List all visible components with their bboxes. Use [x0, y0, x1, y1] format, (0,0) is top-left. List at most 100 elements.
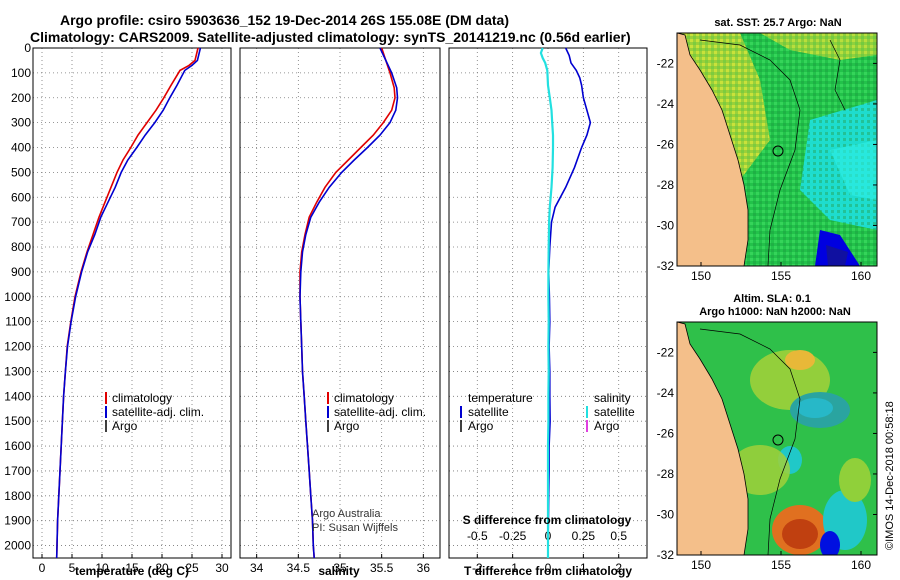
sla-map-frame [676, 321, 878, 556]
map-x-tick-label: 150 [691, 558, 711, 572]
x-tick-label: 25 [185, 561, 199, 575]
sla-map-title-1: Altim. SLA: 0.1 [733, 293, 811, 305]
depth-tick-labels: 0 100 200 300 400 500 600 700 800 900 1000 1100 1200… [4, 41, 31, 553]
map-x-tick-label: 155 [771, 558, 791, 572]
sla-map-tick-labels: 150 155 160 -22 -24 -26 -28 -30 -32 [657, 345, 877, 572]
depth-tick-label: 1200 [4, 340, 31, 354]
australia-land-sla [677, 322, 749, 555]
salinity-xlabel: salinity [318, 564, 360, 578]
x-tick-label: 30 [215, 561, 229, 575]
series-line-climatology [55, 47, 199, 559]
x-tick-label: 15 [125, 561, 139, 575]
s-difference-label: S difference from climatology [463, 513, 632, 527]
sst-map-tick-labels: 150 155 160 -22 -24 -26 -28 -30 -32 [657, 56, 877, 283]
map-y-tick-label: -32 [657, 548, 675, 562]
depth-tick-label: 2000 [4, 539, 31, 553]
legend-label-climatology-2: climatology [334, 391, 394, 405]
legend-label-satellite-adj: satellite-adj. clim. [112, 405, 204, 419]
depth-tick-label: 0 [24, 41, 31, 55]
series-line-satellite-adj-clim- [55, 47, 202, 559]
legend-label-s-satellite: satellite [594, 405, 635, 419]
map-x-tick-label: 155 [771, 269, 791, 283]
temperature-grid [33, 47, 231, 558]
difference-series [539, 47, 592, 558]
legend-label-s-argo: Argo [594, 419, 620, 433]
argo-float-marker-sst [772, 145, 784, 157]
depth-tick-label: 900 [11, 265, 31, 279]
sst-map-panel: sat. SST: 25.7 Argo: NaN 150 155 160 -22 -24… [657, 17, 878, 283]
title-line-2: Climatology: CARS2009. Satellite-adjuste… [30, 29, 631, 45]
depth-tick-label: 1900 [4, 514, 31, 528]
x-tick-label: 5 [69, 561, 76, 575]
sst-map-image [677, 33, 877, 266]
x-tick-label: 0 [545, 561, 552, 575]
map-x-tick-label: 150 [691, 269, 711, 283]
depth-tick-label: 200 [11, 91, 31, 105]
argo-float-marker-sla [772, 434, 784, 446]
map-y-tick-label: -30 [657, 218, 675, 232]
credit-pi: PI: Susan Wijffels [312, 522, 398, 534]
depth-tick-label: 800 [11, 240, 31, 254]
depth-tick-label: 1800 [4, 489, 31, 503]
map-y-tick-label: -30 [657, 507, 675, 521]
map-y-tick-label: -28 [657, 467, 675, 481]
x-tick-label: 2 [615, 561, 622, 575]
sst-map-frame [676, 32, 878, 267]
depth-tick-label: 1000 [4, 290, 31, 304]
legend-label-satellite-adj-2: satellite-adj. clim. [334, 405, 426, 419]
legend-label-t-satellite: satellite [468, 405, 509, 419]
temperature-series [55, 47, 202, 559]
x-tick-label: 0 [39, 561, 46, 575]
depth-tick-label: 1600 [4, 439, 31, 453]
sla-map-title-2: Argo h1000: NaN h2000: NaN [699, 306, 851, 318]
x-tick-label: -1 [507, 561, 518, 575]
series-line-s-satellite [539, 47, 555, 558]
series-line-climatology [299, 47, 396, 559]
difference-legend-temperature: temperature satellite Argo [460, 391, 533, 433]
temperature-tick-labels: 0 5 10 15 20 25 30 [39, 554, 229, 575]
series-line-satellite-adj-clim- [299, 47, 399, 559]
title-line-1: Argo profile: csiro 5903636_152 19-Dec-2… [60, 12, 509, 28]
legend-label-argo: Argo [112, 419, 138, 433]
sla-map-image [677, 322, 877, 555]
depth-tick-label: 600 [11, 190, 31, 204]
imos-credit: ©IMOS 14-Dec-2018 00:58:18 [884, 401, 896, 550]
x-tick-label: -2 [472, 561, 483, 575]
x-tick-label: 36 [417, 561, 431, 575]
s-difference-tick-labels: -0.5 -0.25 0 0.25 0.5 [467, 529, 627, 543]
salinity-series [299, 47, 399, 559]
map-y-tick-label: -24 [657, 386, 675, 400]
s-tick-label: -0.25 [499, 529, 527, 543]
salinity-grid [240, 47, 440, 558]
sla-map-panel: Altim. SLA: 0.1 Argo h1000: NaN h2000: N… [657, 293, 878, 572]
legend-label-t-argo: Argo [468, 419, 494, 433]
salinity-legend: climatology satellite-adj. clim. Argo [327, 391, 426, 433]
temperature-legend: climatology satellite-adj. clim. Argo [105, 391, 204, 433]
t-difference-xlabel: T difference from climatology [464, 564, 632, 578]
map-y-tick-label: -24 [657, 97, 675, 111]
series-line-t-satellite [547, 47, 592, 558]
s-tick-label: 0.5 [610, 529, 627, 543]
legend-heading-temperature: temperature [468, 391, 533, 405]
depth-tick-label: 1300 [4, 364, 31, 378]
x-tick-label: 34.5 [287, 561, 311, 575]
depth-tick-label: 1100 [5, 315, 31, 329]
credit-argo-australia: Argo Australia [312, 508, 381, 520]
x-tick-label: 20 [155, 561, 169, 575]
x-tick-label: 34 [250, 561, 264, 575]
sst-map-title: sat. SST: 25.7 Argo: NaN [714, 17, 841, 29]
map-x-tick-label: 160 [851, 558, 871, 572]
map-y-tick-label: -26 [657, 426, 675, 440]
map-y-tick-label: -26 [657, 137, 675, 151]
map-y-tick-label: -22 [657, 56, 675, 70]
temperature-panel: 0100200300400500600700800900100011001200… [4, 41, 232, 578]
map-y-tick-label: -28 [657, 178, 675, 192]
depth-tick-label: 300 [11, 116, 31, 130]
x-tick-label: 1 [580, 561, 587, 575]
salinity-panel: 34 34.5 35 35.5 36 salinity climatology sate… [239, 47, 441, 578]
s-tick-label: -0.5 [467, 529, 488, 543]
map-y-tick-label: -32 [657, 259, 675, 273]
legend-label-climatology: climatology [112, 391, 172, 405]
depth-tick-label: 100 [11, 66, 31, 80]
map-y-tick-label: -22 [657, 345, 675, 359]
